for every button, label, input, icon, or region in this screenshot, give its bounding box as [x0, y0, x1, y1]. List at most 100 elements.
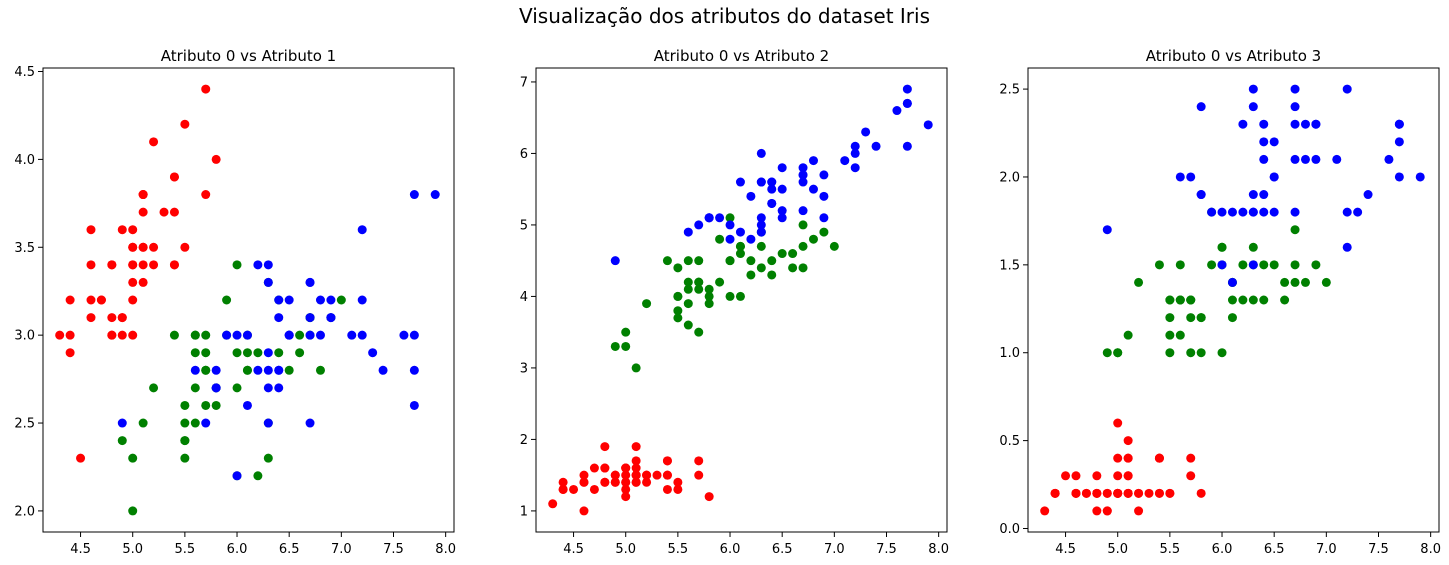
data-point-setosa	[631, 477, 641, 487]
y-tick-label: 4.0	[14, 153, 35, 168]
data-point-versicolor	[1175, 330, 1185, 340]
data-point-versicolor	[1186, 295, 1196, 305]
data-point-virginica	[1238, 119, 1248, 129]
data-point-versicolor	[735, 241, 745, 251]
data-point-versicolor	[704, 299, 714, 309]
data-point-virginica	[902, 84, 912, 94]
data-point-virginica	[1259, 207, 1269, 217]
data-point-versicolor	[1280, 295, 1290, 305]
data-point-virginica	[399, 330, 409, 340]
data-point-virginica	[1186, 172, 1196, 182]
y-tick-label: 2.5	[14, 417, 35, 432]
data-point-setosa	[631, 456, 641, 466]
data-point-versicolor	[1290, 260, 1300, 270]
data-point-versicolor	[1196, 348, 1206, 358]
data-point-versicolor	[190, 418, 200, 428]
data-point-versicolor	[1186, 348, 1196, 358]
data-point-setosa	[704, 492, 714, 502]
x-tick-label: 6.0	[1212, 542, 1233, 557]
data-point-versicolor	[336, 295, 346, 305]
data-point-virginica	[1394, 119, 1404, 129]
data-point-virginica	[1415, 172, 1425, 182]
series-versicolor	[610, 213, 839, 373]
y-tick-label: 0.5	[999, 434, 1020, 449]
x-tick-label: 5.0	[615, 542, 636, 557]
data-point-virginica	[263, 348, 273, 358]
data-point-virginica	[242, 330, 252, 340]
data-point-virginica	[1353, 207, 1363, 217]
data-point-virginica	[798, 206, 808, 216]
data-point-virginica	[777, 206, 787, 216]
x-tick-label: 5.5	[668, 542, 689, 557]
data-point-setosa	[138, 242, 148, 252]
data-point-setosa	[1123, 488, 1133, 498]
data-point-virginica	[1217, 207, 1227, 217]
data-point-versicolor	[767, 256, 777, 266]
data-point-setosa	[1092, 506, 1102, 516]
data-point-virginica	[777, 184, 787, 194]
data-point-virginica	[902, 141, 912, 151]
data-point-setosa	[579, 477, 589, 487]
data-point-setosa	[1123, 436, 1133, 446]
data-point-versicolor	[1280, 277, 1290, 287]
data-point-setosa	[589, 463, 599, 473]
data-point-versicolor	[201, 348, 211, 358]
data-point-virginica	[305, 330, 315, 340]
data-point-setosa	[1196, 488, 1206, 498]
y-tick-label: 6	[520, 147, 528, 162]
data-point-setosa	[107, 260, 117, 270]
data-point-setosa	[107, 330, 117, 340]
data-point-virginica	[1394, 172, 1404, 182]
data-point-virginica	[347, 330, 357, 340]
data-point-versicolor	[673, 291, 683, 301]
data-point-versicolor	[808, 234, 818, 244]
data-point-setosa	[138, 207, 148, 217]
subplot-2: Atributo 0 vs Atributo 3 4.5 5.0 5.5 6.0 6.5 7…	[999, 47, 1441, 557]
data-point-setosa	[1040, 506, 1050, 516]
data-point-setosa	[1134, 506, 1144, 516]
data-point-setosa	[610, 470, 620, 480]
data-point-setosa	[1154, 453, 1164, 463]
x-tick-label: 7.5	[383, 542, 404, 557]
data-point-versicolor	[1175, 295, 1185, 305]
data-point-setosa	[1113, 488, 1123, 498]
data-point-virginica	[368, 348, 378, 358]
data-point-setosa	[642, 470, 652, 480]
data-point-virginica	[190, 365, 200, 375]
data-point-setosa	[159, 207, 169, 217]
series-virginica	[1102, 84, 1425, 287]
data-point-versicolor	[1175, 260, 1185, 270]
x-tick-label: 4.5	[563, 542, 584, 557]
data-point-setosa	[652, 470, 662, 480]
data-point-virginica	[1290, 207, 1300, 217]
data-point-virginica	[305, 418, 315, 428]
data-point-setosa	[128, 225, 138, 235]
data-point-setosa	[621, 463, 631, 473]
data-point-setosa	[610, 477, 620, 487]
data-point-setosa	[642, 477, 652, 487]
data-point-setosa	[55, 330, 65, 340]
axes-frame	[1027, 67, 1440, 533]
data-point-versicolor	[788, 263, 798, 273]
y-tick-label: 2.0	[14, 504, 35, 519]
data-point-setosa	[149, 260, 159, 270]
data-point-setosa	[128, 242, 138, 252]
data-point-versicolor	[222, 295, 232, 305]
data-point-setosa	[621, 492, 631, 502]
y-tick-label: 4	[520, 290, 528, 305]
x-tick-label: 5.0	[1107, 542, 1128, 557]
data-point-setosa	[694, 456, 704, 466]
data-point-versicolor	[1165, 295, 1175, 305]
data-point-versicolor	[725, 256, 735, 266]
data-point-virginica	[315, 295, 325, 305]
data-point-versicolor	[694, 284, 704, 294]
data-point-setosa	[138, 260, 148, 270]
data-point-virginica	[263, 277, 273, 287]
data-point-setosa	[558, 477, 568, 487]
data-point-versicolor	[1165, 348, 1175, 358]
data-point-versicolor	[1186, 313, 1196, 323]
data-point-versicolor	[169, 330, 179, 340]
data-point-virginica	[798, 170, 808, 180]
data-point-virginica	[777, 163, 787, 173]
series-versicolor	[117, 260, 346, 516]
